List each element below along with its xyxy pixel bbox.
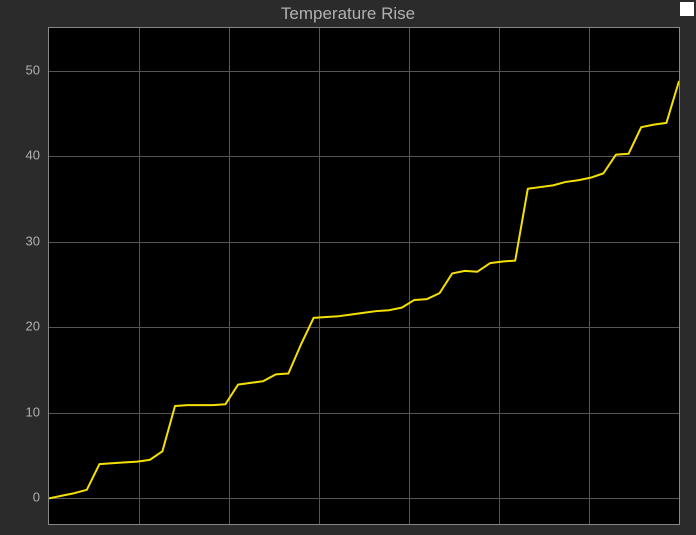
y-tick-label: 20: [0, 319, 40, 334]
y-tick-label: 40: [0, 148, 40, 163]
y-tick-label: 0: [0, 490, 40, 505]
plot-area: [48, 27, 680, 525]
expand-icon[interactable]: [680, 2, 694, 16]
y-tick-label: 10: [0, 404, 40, 419]
chart-title: Temperature Rise: [0, 4, 696, 24]
line-series: [49, 28, 679, 524]
chart-container: { "chart": { "type": "line", "title": "T…: [0, 0, 696, 535]
y-tick-label: 30: [0, 233, 40, 248]
y-tick-label: 50: [0, 62, 40, 77]
